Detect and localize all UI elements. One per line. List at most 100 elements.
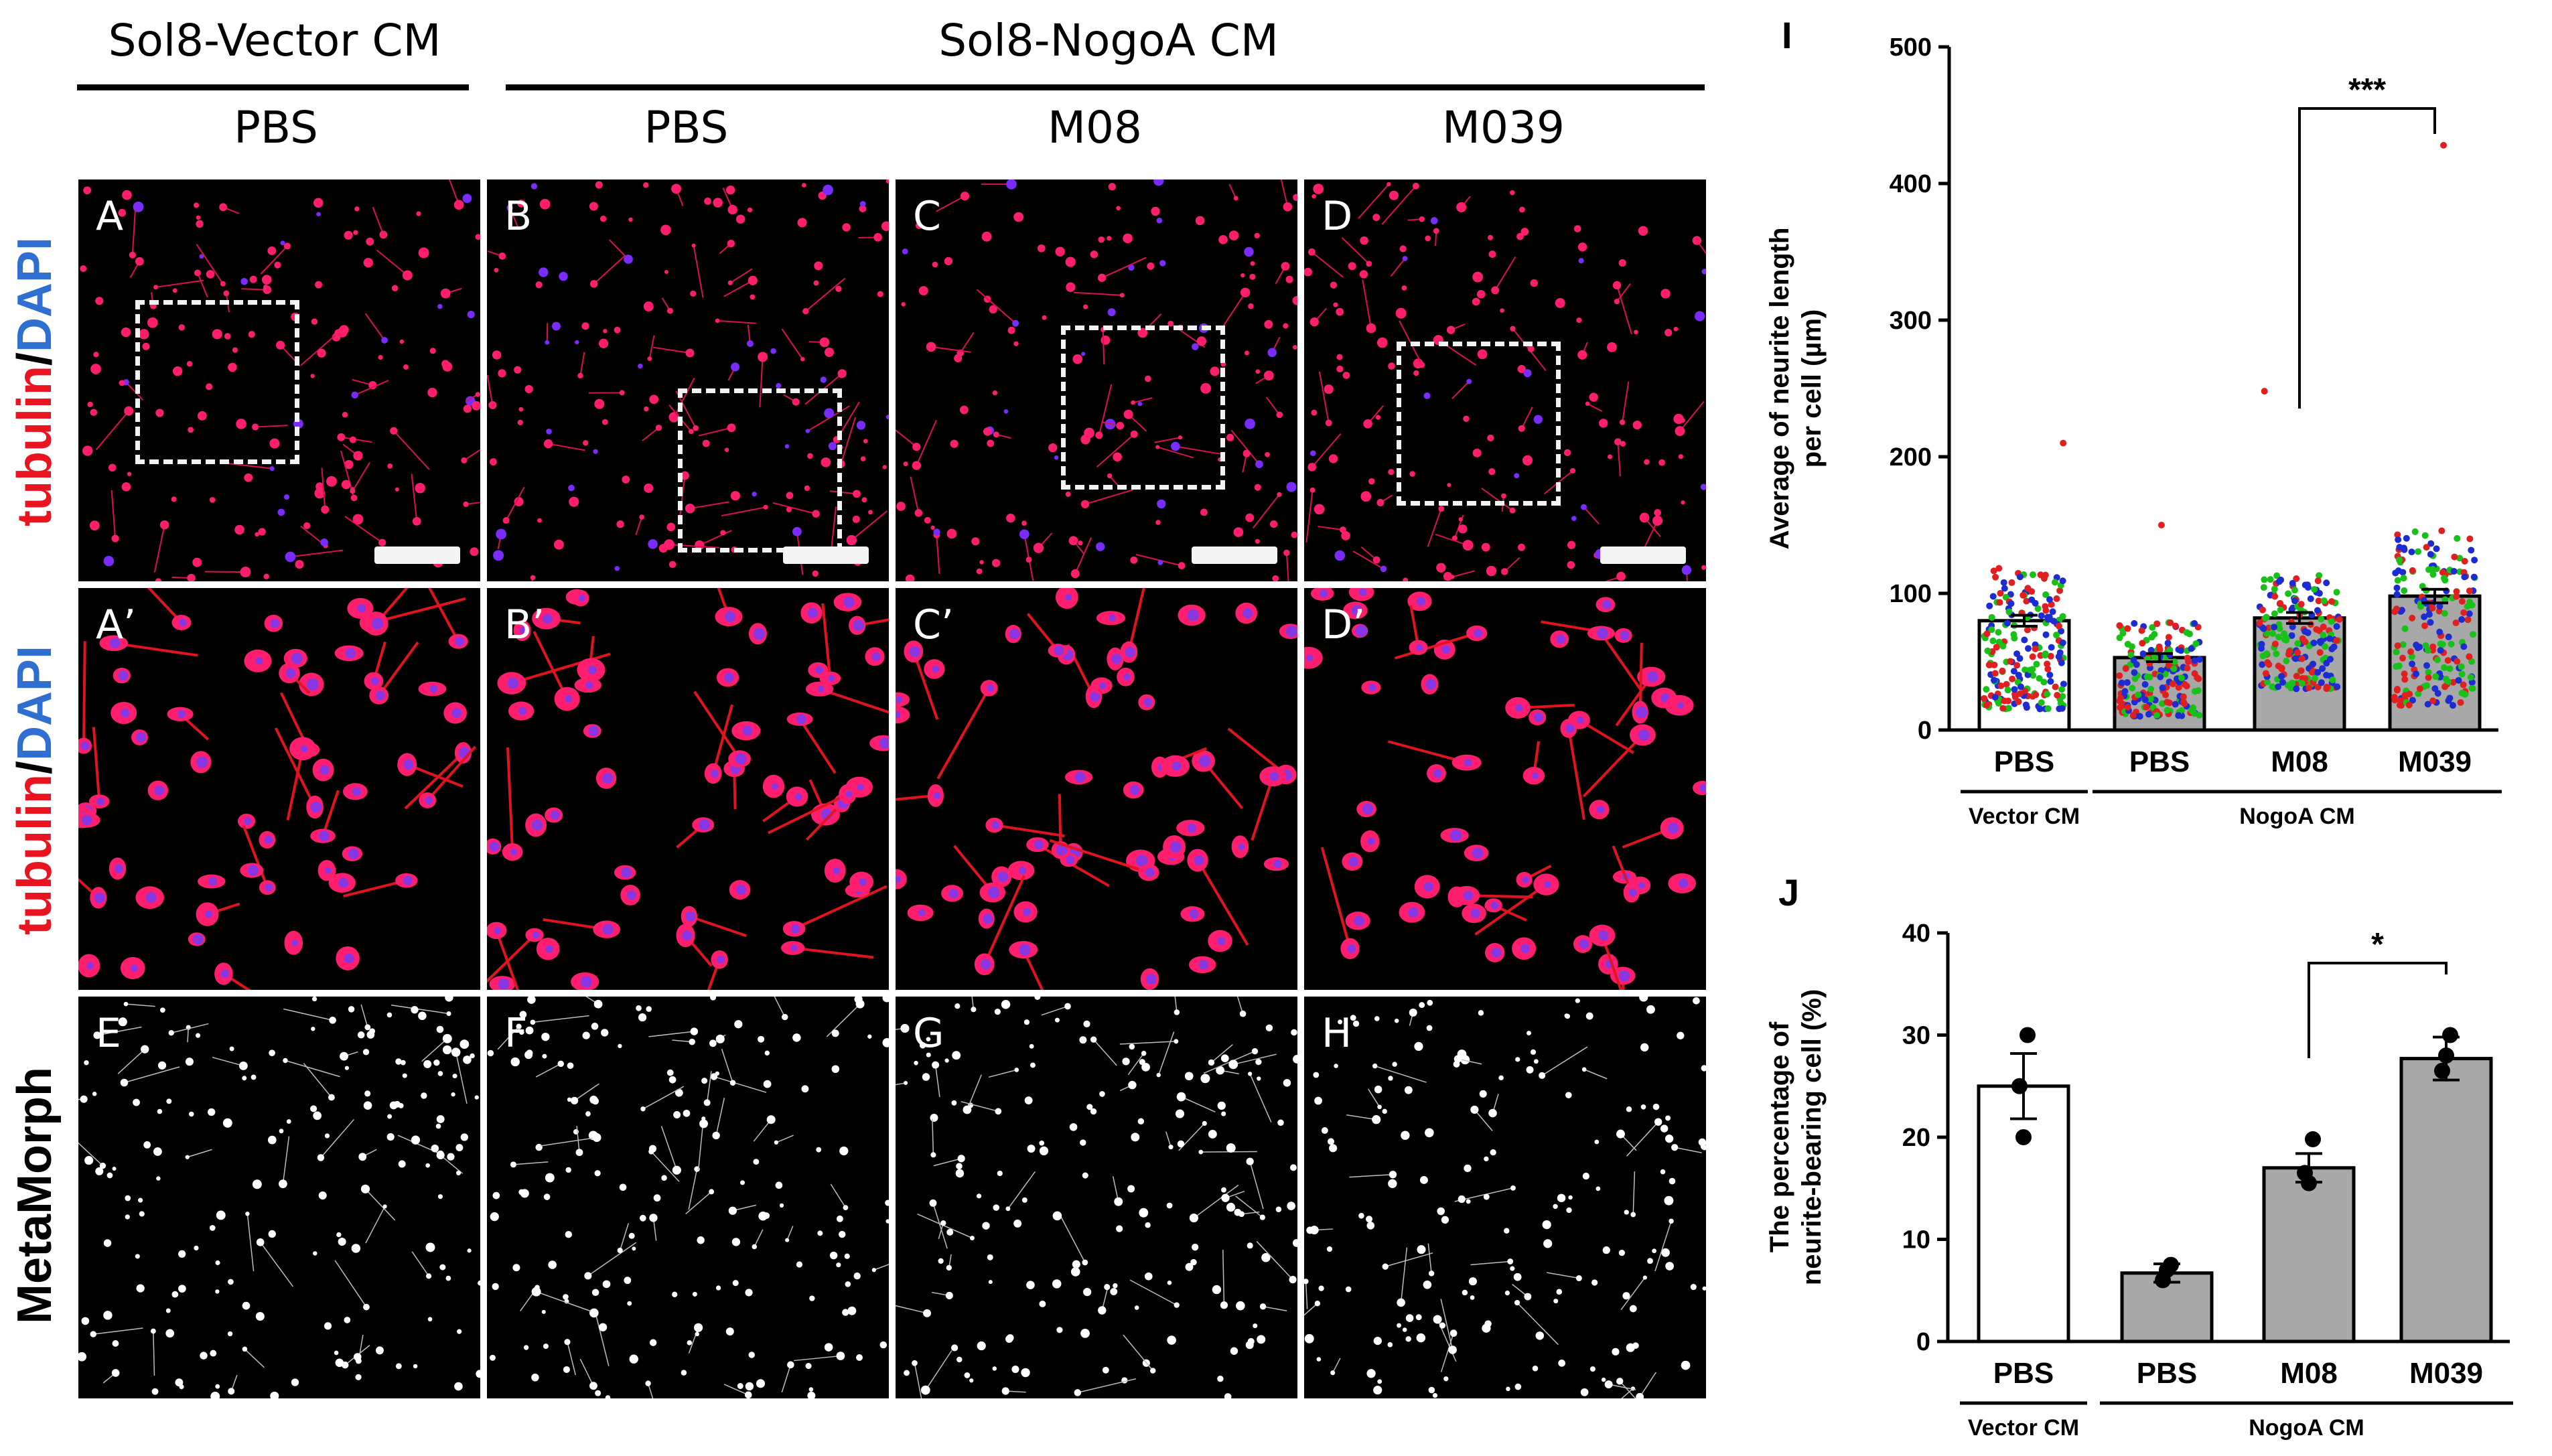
data-point — [2413, 670, 2420, 678]
data-point — [2466, 587, 2473, 595]
data-point — [2023, 597, 2030, 605]
data-point — [2450, 702, 2457, 709]
data-point — [2153, 620, 2161, 628]
data-point — [2454, 658, 2461, 665]
data-point — [2411, 528, 2419, 535]
data-point — [2007, 658, 2014, 665]
data-point — [2464, 616, 2472, 624]
category-label: PBS — [2137, 1357, 2197, 1390]
data-point — [1985, 661, 1993, 668]
data-point — [2434, 1062, 2450, 1079]
data-point — [2029, 653, 2036, 660]
data-point — [2271, 585, 2278, 593]
data-point — [2032, 599, 2039, 607]
data-point — [2429, 643, 2437, 650]
data-point — [2283, 657, 2290, 664]
data-point — [2036, 675, 2043, 682]
data-point — [2007, 600, 2015, 607]
panel-label-f: F — [504, 1010, 528, 1057]
data-point — [2319, 665, 2326, 672]
data-point — [2128, 643, 2135, 650]
data-point — [2399, 654, 2407, 662]
data-point — [2458, 670, 2466, 678]
data-point — [1990, 676, 1997, 684]
data-point — [2184, 658, 2192, 665]
data-point — [2148, 634, 2155, 641]
data-point — [2320, 632, 2327, 639]
data-point — [2016, 573, 2024, 581]
header-nogoa-cm: Sol8-NogoA CM — [938, 15, 1279, 66]
data-point — [2450, 567, 2458, 575]
data-point — [2015, 1129, 2032, 1145]
data-point — [2318, 615, 2325, 623]
data-point — [1991, 661, 1998, 668]
data-point — [2131, 669, 2138, 676]
data-point — [2314, 669, 2322, 676]
data-point — [2301, 638, 2309, 646]
panel-label-d-prime: D’ — [1322, 601, 1366, 648]
data-point — [2278, 672, 2285, 680]
data-point — [2324, 684, 2331, 691]
data-point — [1995, 629, 2002, 636]
data-point — [2425, 611, 2433, 618]
significance-bracket — [2308, 962, 2448, 1058]
data-point — [2260, 584, 2267, 591]
data-point — [2301, 675, 2309, 682]
data-point — [2289, 579, 2296, 587]
data-point — [2275, 634, 2282, 641]
data-point — [2264, 659, 2271, 666]
y-tick-label: 200 — [1890, 443, 1932, 471]
data-point — [2427, 551, 2434, 558]
data-point — [2441, 609, 2448, 617]
data-point — [2196, 656, 2203, 663]
data-point — [2298, 680, 2306, 687]
data-point — [2393, 648, 2400, 656]
y-tick-label: 500 — [1890, 33, 1932, 62]
data-point — [2441, 683, 2449, 690]
data-point — [2303, 581, 2311, 589]
data-point — [2022, 666, 2029, 674]
data-point — [2291, 587, 2298, 594]
data-point — [1983, 630, 1991, 638]
metamorph-panel-h: H — [1304, 997, 1706, 1398]
data-point — [2038, 612, 2045, 620]
data-point — [2401, 587, 2408, 594]
category-label: M08 — [2271, 745, 2328, 778]
data-point — [2019, 1027, 2036, 1043]
data-point — [1986, 602, 1993, 609]
data-point — [1988, 626, 1995, 634]
data-point — [2433, 545, 2440, 553]
data-point — [2177, 647, 2184, 654]
data-point — [2261, 576, 2268, 583]
data-point — [2271, 624, 2278, 631]
data-point — [2044, 613, 2052, 621]
data-point — [2263, 650, 2270, 658]
y-tick-label: 100 — [1890, 580, 1932, 608]
data-point — [2011, 634, 2018, 642]
data-point — [2165, 662, 2172, 669]
data-point — [2441, 664, 2448, 671]
data-point — [2307, 595, 2314, 603]
data-point — [1996, 599, 2003, 606]
data-point — [2028, 588, 2036, 595]
data-point — [2273, 650, 2280, 658]
data-point — [2180, 693, 2187, 701]
data-point — [2256, 620, 2263, 627]
data-point — [2175, 684, 2182, 691]
data-point — [2433, 656, 2441, 664]
bar — [1977, 1084, 2070, 1343]
data-point — [2048, 644, 2055, 651]
data-point — [2279, 678, 2286, 686]
panel-label-a-prime: A’ — [96, 601, 137, 648]
data-point — [2466, 653, 2473, 660]
data-point — [2326, 635, 2334, 642]
data-point — [1981, 695, 1988, 702]
data-point — [2456, 555, 2464, 562]
data-point — [2157, 522, 2165, 528]
data-point — [2044, 665, 2052, 672]
data-point — [2328, 645, 2336, 652]
data-point — [2164, 640, 2172, 647]
data-point — [2042, 591, 2050, 598]
data-point — [2436, 603, 2443, 610]
data-point — [2019, 591, 2027, 599]
